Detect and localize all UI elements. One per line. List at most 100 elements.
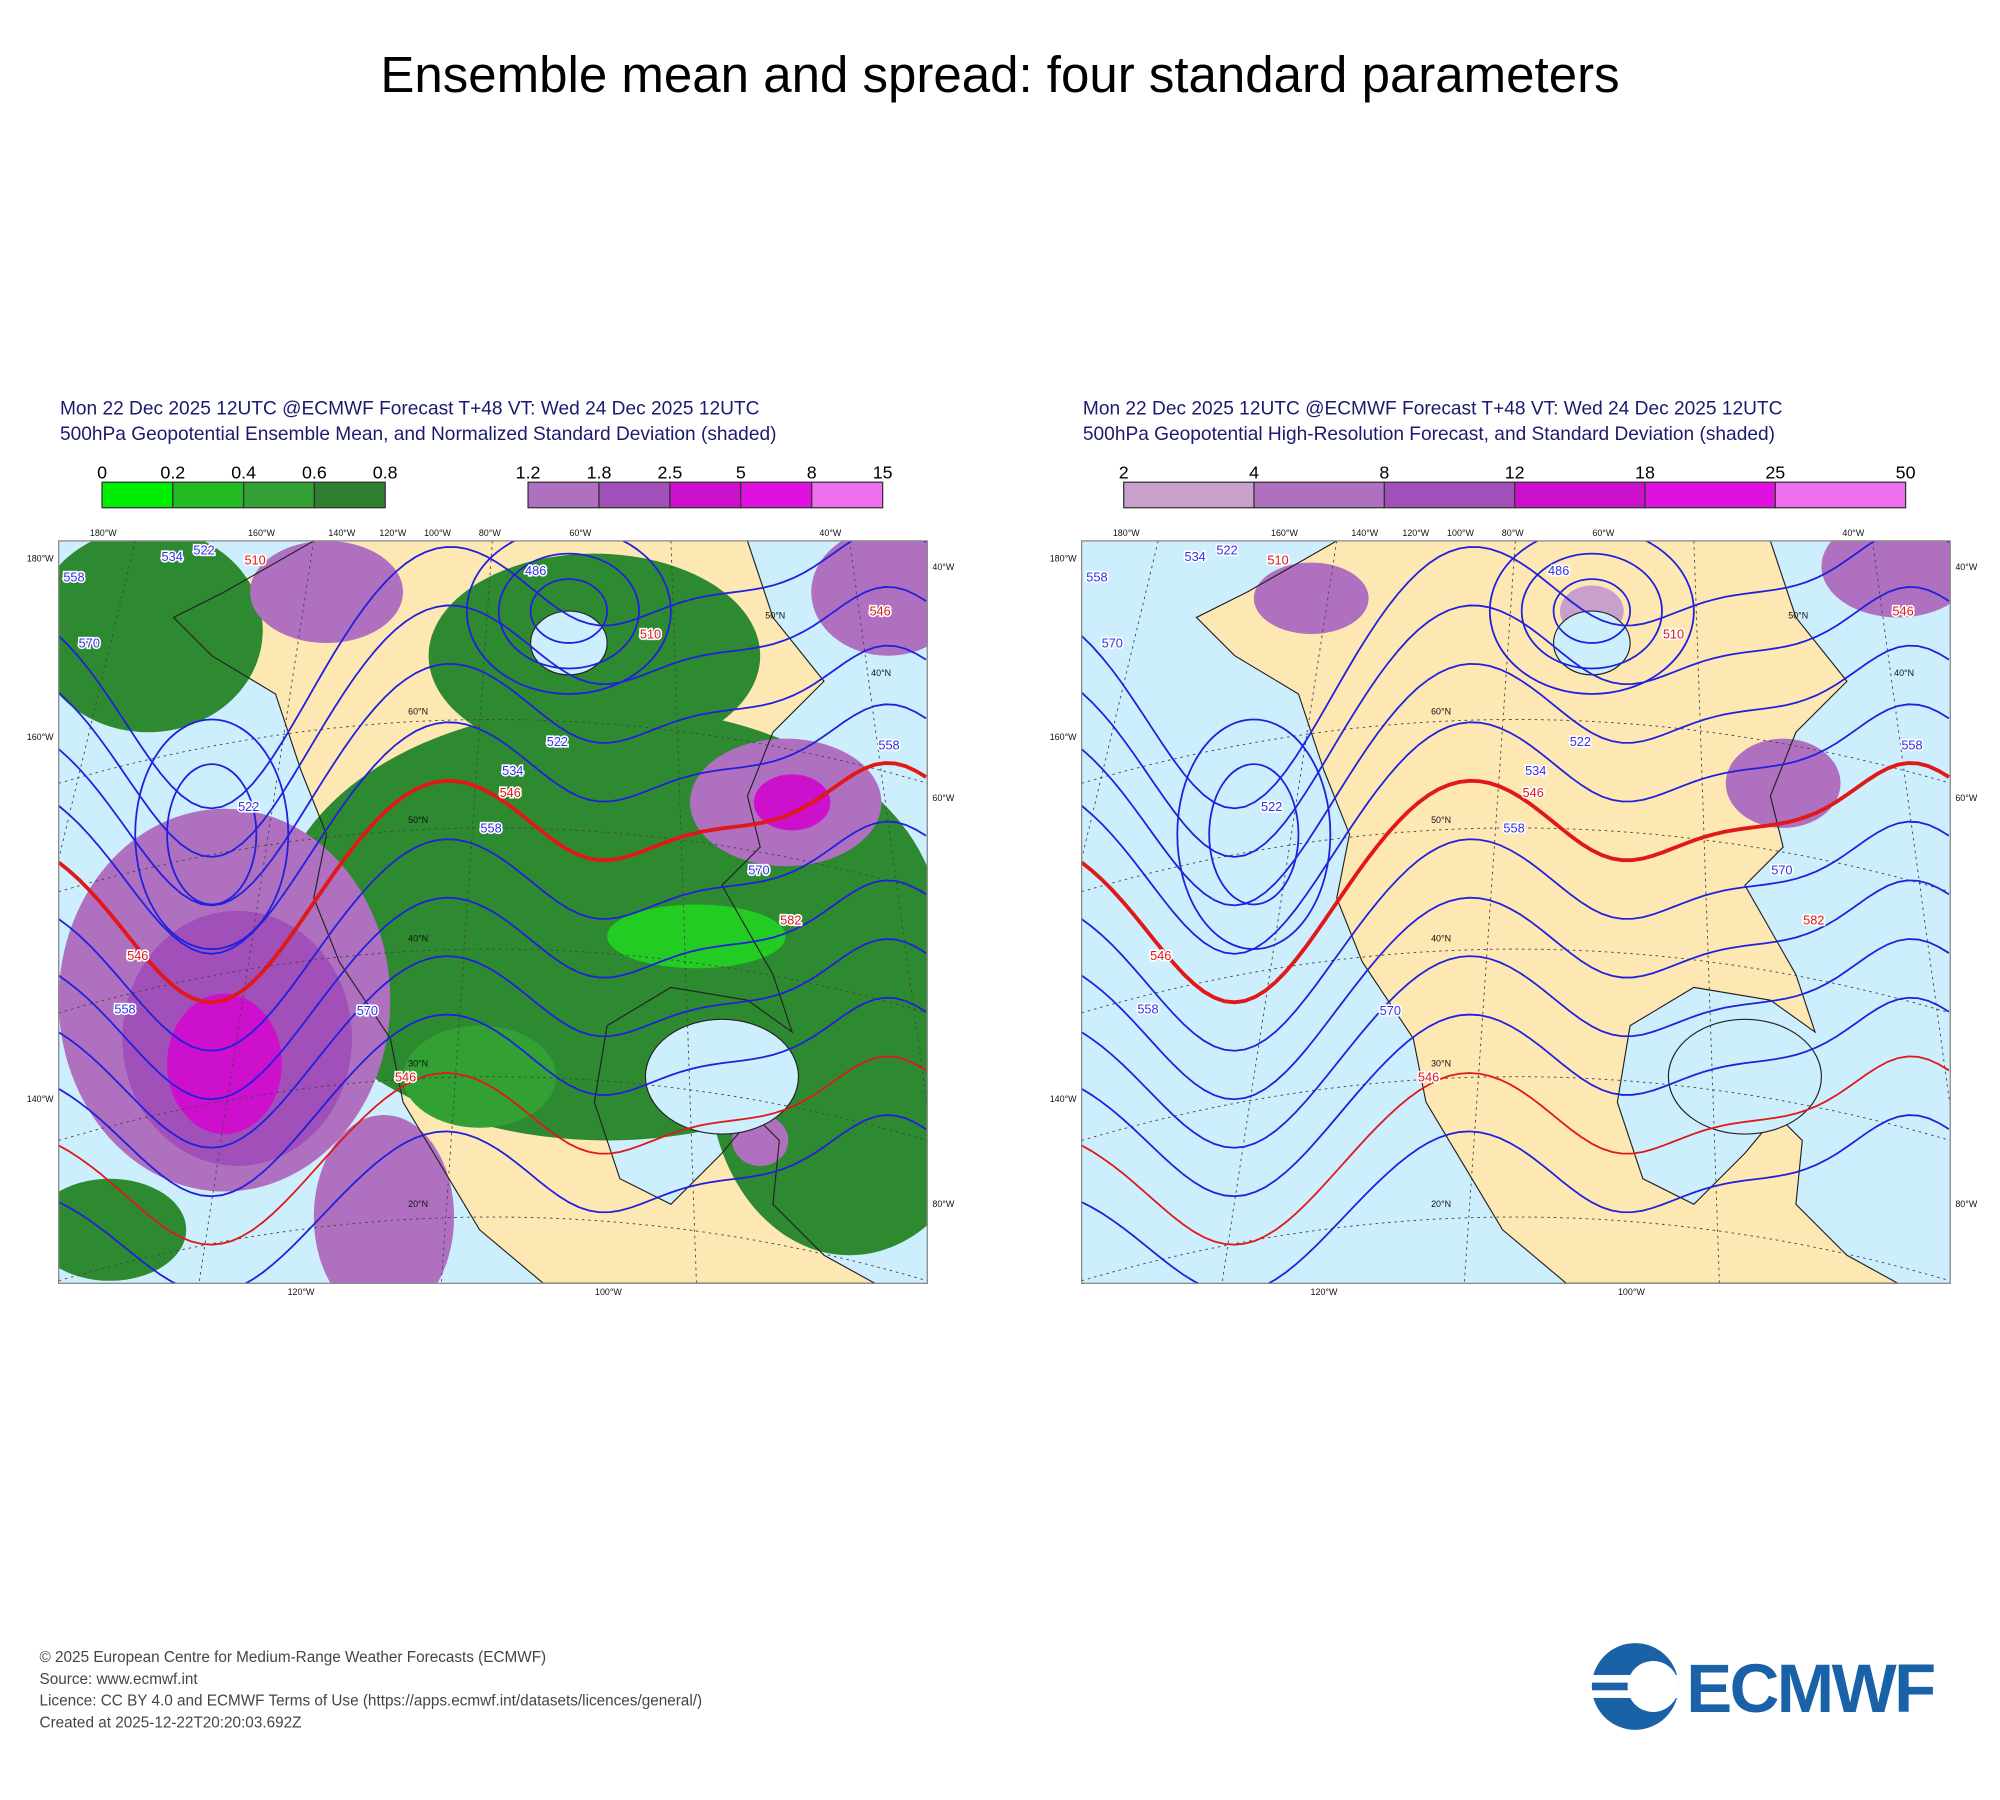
lat-label: 40°N xyxy=(1431,933,1451,943)
contour xyxy=(1208,763,1300,906)
contour-label: 558 xyxy=(1503,821,1524,836)
colorbar-tick-label: 18 xyxy=(1635,462,1655,482)
contour-label: 522 xyxy=(1216,542,1237,557)
contour-label: 522 xyxy=(1570,734,1591,749)
colorbar-segment xyxy=(598,481,671,509)
colorbar-segment xyxy=(669,481,742,509)
contour xyxy=(58,1055,927,1246)
colorbar-segment xyxy=(101,481,174,509)
edge-label: 120°W xyxy=(379,528,406,538)
shading xyxy=(1821,540,1951,618)
edge-label: 60°W xyxy=(1592,528,1614,538)
contour xyxy=(1081,1055,1950,1246)
graticule xyxy=(58,719,928,784)
edge-label: 100°W xyxy=(1618,1287,1645,1297)
contour xyxy=(1488,540,1695,695)
contour xyxy=(58,540,927,810)
colorbar: 0 0.2 0.4 0.6 0.8 xyxy=(97,462,398,509)
colorbar-tick-label: 8 xyxy=(1379,462,1389,482)
colorbar: 1.2 1.8 2.5 5 8 15 xyxy=(516,462,893,509)
contour-label: 546 xyxy=(1523,785,1544,800)
colorbar-segment xyxy=(811,481,884,509)
contour xyxy=(58,644,927,907)
edge-label: 80°W xyxy=(1955,1199,1977,1209)
contour-label: 522 xyxy=(193,542,214,557)
lat-label: 30°N xyxy=(1431,1058,1451,1068)
shading xyxy=(58,1178,187,1281)
shading xyxy=(403,1025,557,1128)
edge-label: 180°W xyxy=(90,528,117,538)
contour xyxy=(58,761,928,1005)
lat-label: 60°N xyxy=(1431,706,1451,716)
graticule xyxy=(1693,540,1720,1284)
contour xyxy=(58,703,927,955)
lat-label: 50°N xyxy=(765,611,785,621)
contour xyxy=(1081,761,1950,1005)
contour-label: 546 xyxy=(1418,1069,1439,1084)
edge-label: 140°W xyxy=(1351,528,1378,538)
contour xyxy=(1081,938,1950,1149)
contour xyxy=(1081,703,1950,955)
edge-label: 80°W xyxy=(479,528,501,538)
edge-label: 180°W xyxy=(1050,553,1077,563)
graticule xyxy=(440,540,493,1284)
graticule xyxy=(58,1216,928,1282)
edge-label: 180°W xyxy=(27,553,54,563)
contour xyxy=(1081,996,1950,1198)
colorbar-segment xyxy=(1774,481,1907,509)
edge-label: 60°W xyxy=(932,793,954,803)
map: 558 534 522 510 486 510 546 558 570 522 534 546 558 5… xyxy=(1050,528,1978,1297)
contour xyxy=(58,996,927,1198)
lat-label: 30°N xyxy=(408,1058,428,1068)
contour-label: 582 xyxy=(1803,912,1824,927)
colorbar-tick-label: 8 xyxy=(807,462,817,482)
contour-label: 570 xyxy=(79,636,100,651)
contour-label: 558 xyxy=(63,569,84,584)
contour-label: 510 xyxy=(640,627,661,642)
panel-header: Mon 22 Dec 2025 12UTC @ECMWF Forecast T+… xyxy=(1083,399,1783,420)
contour xyxy=(1081,586,1950,858)
colorbar-segment xyxy=(1253,481,1385,509)
lat-label: 40°N xyxy=(408,933,428,943)
contour-label: 486 xyxy=(1548,563,1569,578)
shading xyxy=(250,540,404,643)
colorbar-segment xyxy=(527,481,600,509)
contour xyxy=(1081,820,1950,1052)
contour-label: 558 xyxy=(1137,1002,1158,1017)
edge-label: 140°W xyxy=(328,528,355,538)
gulf xyxy=(1667,1018,1823,1135)
colorbar-tick-label: 0.4 xyxy=(231,462,256,482)
contour-label: 558 xyxy=(480,821,501,836)
edge-label: 140°W xyxy=(1050,1094,1077,1104)
colorbar-segment xyxy=(740,481,813,509)
colorbar-segment xyxy=(1514,481,1646,509)
footer-line: Created at 2025-12-22T20:20:03.692Z xyxy=(40,1714,302,1731)
contour xyxy=(497,552,640,670)
map-content: 558 534 522 510 486 510 546 558 570 522 534 546 558 5… xyxy=(1081,540,1951,1284)
colorbar-segment xyxy=(1383,481,1516,509)
edge-label: 40°W xyxy=(819,528,841,538)
coastline xyxy=(1195,540,1899,1284)
contour-label: 546 xyxy=(1892,604,1913,619)
shading xyxy=(811,540,928,656)
footer-line: © 2025 European Centre for Medium-Range … xyxy=(40,1649,547,1666)
graticule xyxy=(1081,719,1951,784)
edge-label: 160°W xyxy=(1271,528,1298,538)
graticule xyxy=(58,827,928,893)
contour-label: 582 xyxy=(780,912,801,927)
contour xyxy=(58,1114,927,1284)
graticule xyxy=(58,948,928,1014)
contour-label: 534 xyxy=(1185,549,1206,564)
graticule xyxy=(1221,540,1338,1284)
contour xyxy=(1552,578,1631,644)
edge-label: 120°W xyxy=(1402,528,1429,538)
contour xyxy=(58,586,927,858)
colorbar-segment xyxy=(1123,481,1255,509)
colorbar-tick-label: 12 xyxy=(1505,462,1525,482)
lat-label: 20°N xyxy=(1431,1199,1451,1209)
contour-label: 522 xyxy=(1261,799,1282,814)
map: 558 534 522 510 486 510 546 558 570 522 534 546 558 5… xyxy=(27,528,955,1297)
panel-header: 500hPa Geopotential Ensemble Mean, and N… xyxy=(60,424,777,445)
